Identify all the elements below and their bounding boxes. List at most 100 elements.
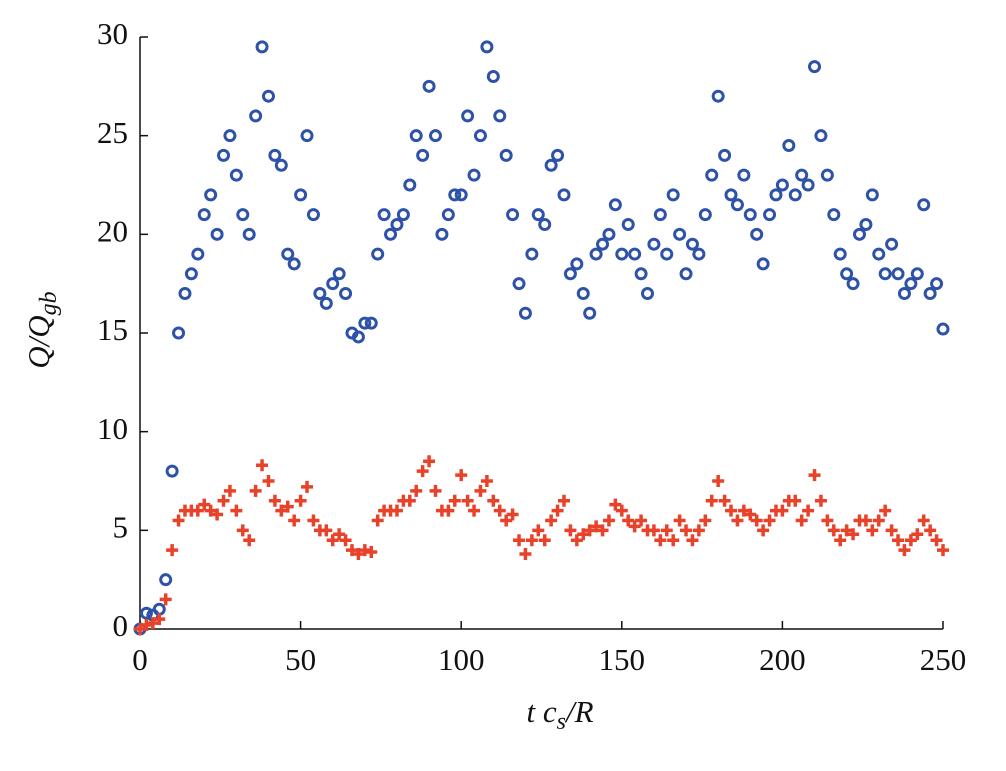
point — [371, 247, 385, 261]
point — [847, 528, 860, 541]
point — [685, 237, 699, 251]
point — [615, 504, 628, 517]
point — [725, 504, 738, 517]
point — [211, 508, 224, 521]
point — [718, 494, 731, 507]
point — [910, 267, 924, 281]
point — [198, 498, 211, 511]
point — [242, 227, 256, 241]
point — [602, 227, 616, 241]
y-tick-label: 10 — [97, 411, 128, 446]
point — [917, 198, 931, 212]
point — [319, 296, 333, 310]
point — [538, 534, 551, 547]
point — [679, 267, 693, 281]
point — [808, 469, 821, 482]
x-tick-label: 250 — [920, 642, 967, 677]
point — [500, 514, 513, 527]
point — [930, 534, 943, 547]
point — [814, 129, 828, 143]
point — [371, 514, 384, 527]
point — [139, 606, 153, 620]
point — [673, 514, 686, 527]
point — [808, 60, 822, 74]
point — [461, 494, 474, 507]
point — [307, 514, 320, 527]
point — [737, 168, 751, 182]
point — [789, 494, 802, 507]
point — [680, 524, 693, 537]
point — [930, 277, 944, 291]
point — [647, 237, 661, 251]
point — [249, 109, 263, 123]
point — [204, 504, 217, 517]
point — [480, 475, 493, 487]
point — [846, 277, 860, 291]
point — [525, 247, 539, 261]
point — [635, 514, 648, 527]
point — [166, 544, 179, 557]
point — [892, 534, 905, 547]
point — [454, 188, 468, 202]
point — [827, 208, 841, 222]
point — [423, 455, 436, 468]
point — [178, 287, 192, 301]
point — [769, 188, 783, 202]
point — [351, 330, 365, 344]
x-tick-label: 0 — [132, 642, 148, 677]
point — [306, 208, 320, 222]
point — [583, 306, 597, 320]
point — [159, 593, 172, 606]
point — [622, 514, 635, 527]
point — [294, 494, 307, 507]
point — [570, 257, 584, 271]
y-tick-label: 25 — [97, 115, 128, 150]
point — [757, 524, 770, 537]
point — [165, 464, 179, 478]
point — [409, 129, 423, 143]
point — [468, 504, 481, 517]
point — [897, 287, 911, 301]
point — [519, 548, 532, 561]
y-tick-label: 0 — [113, 608, 129, 643]
point — [345, 544, 358, 557]
point — [615, 247, 629, 261]
point — [692, 247, 706, 261]
point — [365, 546, 378, 559]
point — [878, 267, 892, 281]
point — [153, 613, 166, 626]
point — [429, 129, 443, 143]
point — [744, 508, 757, 521]
point — [590, 520, 603, 533]
point — [204, 188, 218, 202]
y-axis-label: Q/Qgb — [21, 291, 61, 368]
point — [230, 504, 243, 517]
point — [268, 148, 282, 162]
point — [256, 459, 269, 472]
point — [821, 514, 834, 527]
point — [275, 504, 288, 517]
point — [422, 79, 436, 93]
point — [217, 494, 230, 507]
point — [628, 520, 641, 533]
point — [577, 528, 590, 541]
point — [924, 524, 937, 537]
point — [802, 504, 815, 517]
point — [172, 514, 185, 527]
point — [217, 148, 231, 162]
point — [852, 227, 866, 241]
point — [229, 168, 243, 182]
point — [268, 494, 281, 507]
point — [513, 534, 526, 547]
point — [840, 524, 853, 537]
point — [788, 188, 802, 202]
point — [609, 498, 622, 511]
point — [339, 534, 352, 547]
point — [288, 514, 301, 527]
point — [712, 475, 725, 487]
point — [872, 514, 885, 527]
point — [660, 247, 674, 261]
point — [563, 267, 577, 281]
point — [467, 168, 481, 182]
point — [172, 326, 186, 340]
